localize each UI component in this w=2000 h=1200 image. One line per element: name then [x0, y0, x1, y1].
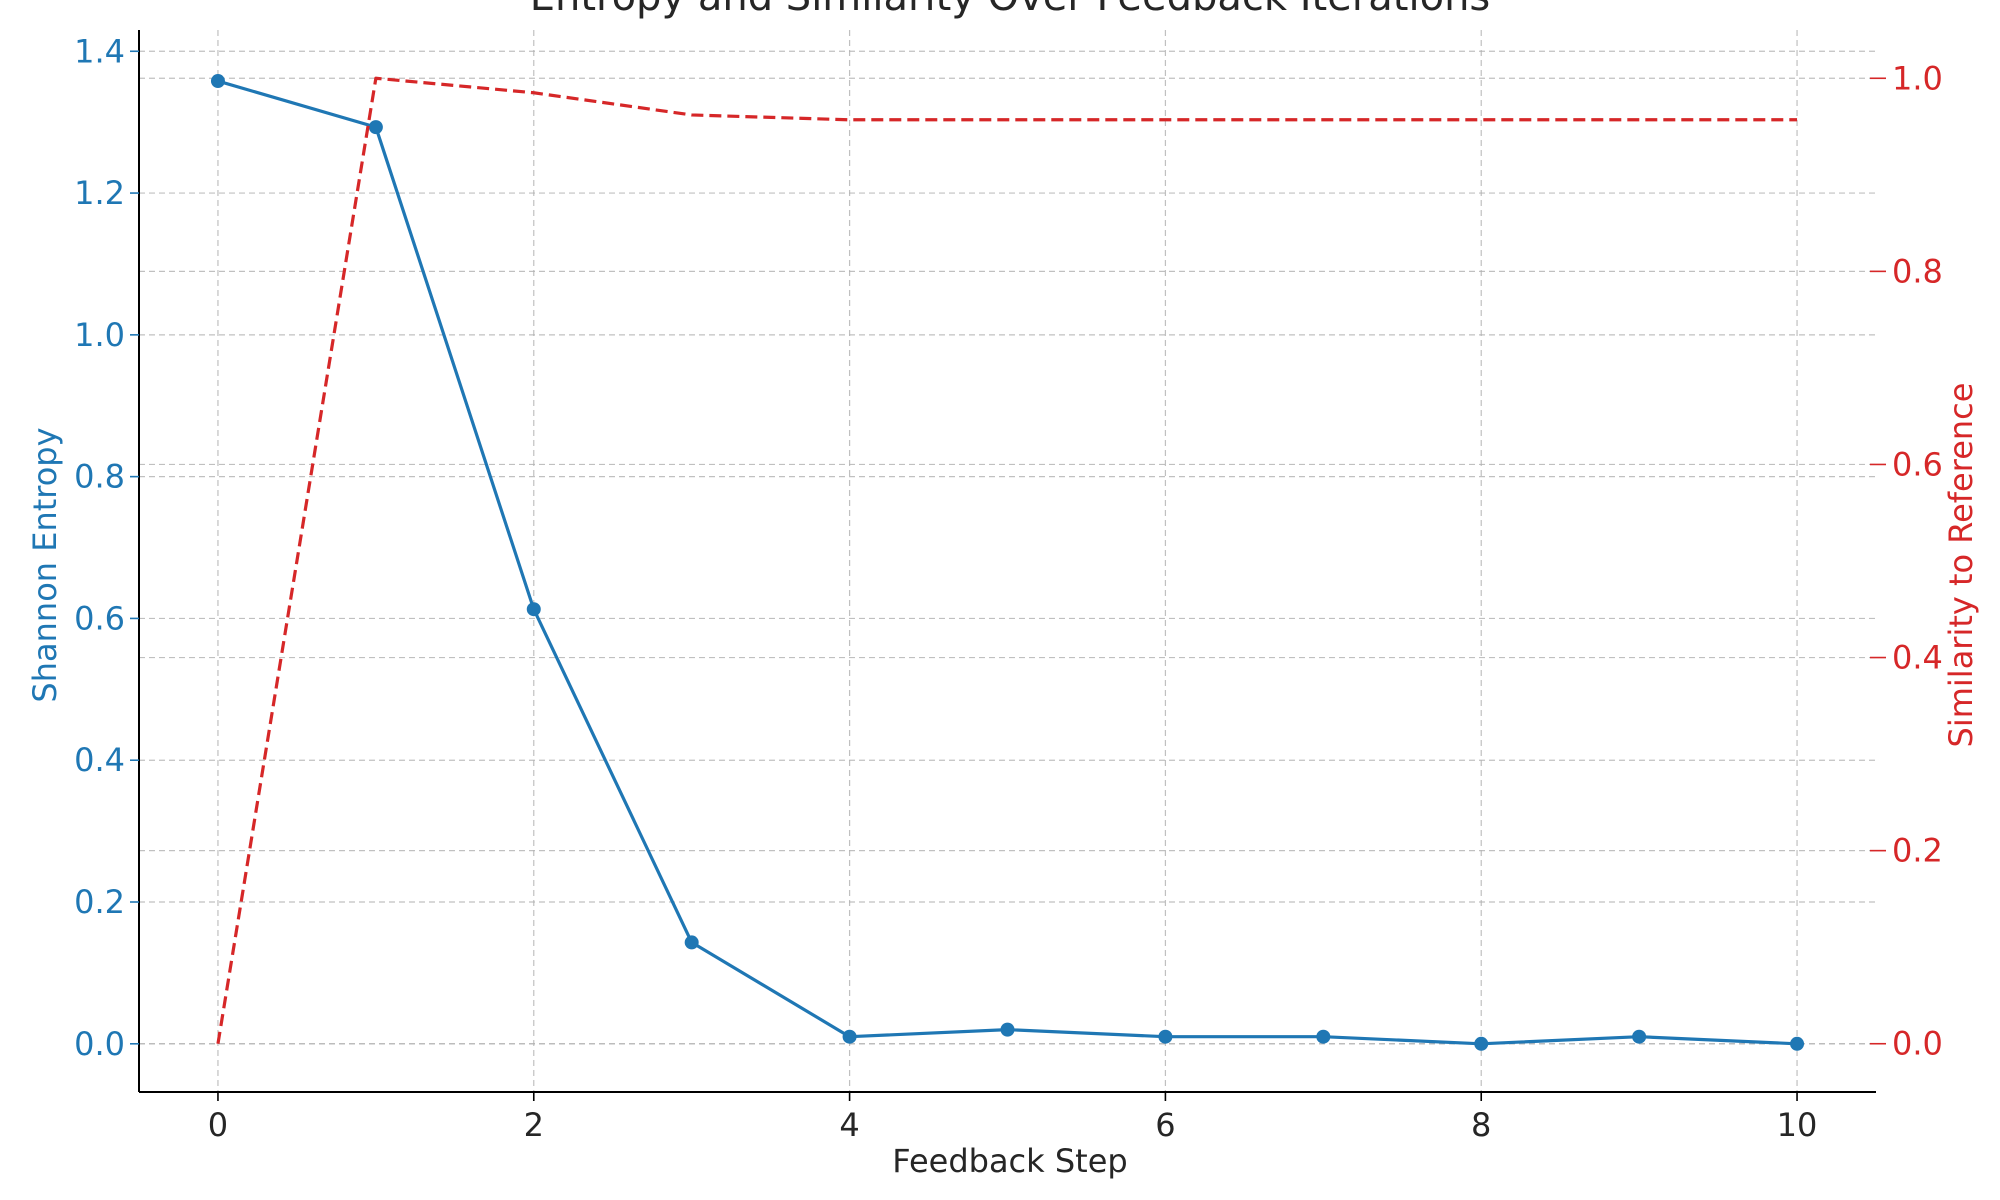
left-tick-label: 1.0 — [74, 316, 125, 354]
left-tick-label: 1.4 — [74, 32, 125, 70]
x-tick-label: 2 — [524, 1106, 544, 1144]
entropy-point — [684, 935, 699, 950]
x-tick-label: 10 — [1777, 1106, 1818, 1144]
entropy-point — [842, 1029, 857, 1044]
x-tick-label: 8 — [1471, 1106, 1491, 1144]
entropy-point — [368, 120, 383, 135]
right-tick-label: 0.4 — [1892, 639, 1943, 677]
x-tick-label: 6 — [1155, 1106, 1175, 1144]
chart-title: Entropy and Similarity Over Feedback Ite… — [530, 0, 1491, 20]
left-tick-label: 0.6 — [74, 599, 125, 637]
left-tick-label: 0.2 — [74, 883, 125, 921]
series-layer — [210, 74, 1805, 1051]
entropy-point — [1316, 1029, 1331, 1044]
left-tick-label: 0.8 — [74, 458, 125, 496]
right-axis-label: Similarity to Reference — [1942, 383, 1980, 748]
left-tick-label: 0.4 — [74, 741, 125, 779]
entropy-point — [210, 74, 225, 89]
entropy-point — [1632, 1029, 1647, 1044]
entropy-point — [1158, 1029, 1173, 1044]
entropy-point — [1474, 1036, 1489, 1051]
entropy-line — [217, 79, 1798, 1046]
x-tick-label: 4 — [839, 1106, 859, 1144]
right-tick-label: 0.6 — [1892, 445, 1943, 483]
x-axis-label: Feedback Step — [892, 1142, 1127, 1180]
entropy-point — [526, 602, 541, 617]
x-tick-label: 0 — [208, 1106, 228, 1144]
similarity-line — [216, 76, 1798, 1044]
grid-layer — [139, 30, 1876, 1092]
right-tick-label: 0.2 — [1892, 832, 1943, 870]
left-axis-label: Shannon Entropy — [26, 427, 64, 702]
ticks-layer: 0 2 4 6 8 10 0.0 0.2 0.4 0.6 0.8 1.0 1.2 1.4 0.0 0.2 0.4… — [74, 32, 1943, 1144]
right-tick-label: 1.0 — [1892, 59, 1943, 97]
right-tick-label: 0.8 — [1892, 252, 1943, 290]
entropy-point — [1790, 1036, 1805, 1051]
entropy-point — [1000, 1022, 1015, 1037]
right-tick-label: 0.0 — [1892, 1025, 1943, 1063]
left-tick-label: 0.0 — [74, 1025, 125, 1063]
axes-layer — [138, 30, 1876, 1093]
left-tick-label: 1.2 — [74, 174, 125, 212]
